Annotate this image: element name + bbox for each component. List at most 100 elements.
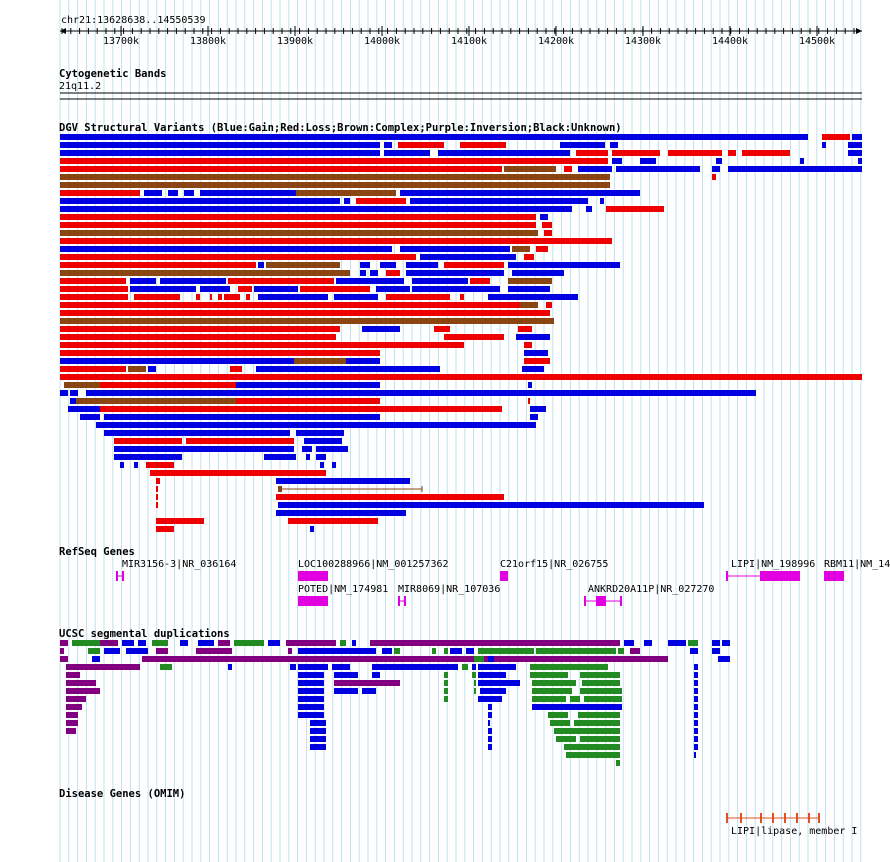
dgv-variant [316, 446, 348, 452]
segdup-block [288, 648, 292, 654]
segdup-block [432, 648, 436, 654]
dgv-variant [712, 166, 720, 172]
dgv-variant [742, 150, 790, 156]
dgv-variant [384, 150, 430, 156]
segdup-block [298, 696, 324, 702]
dgv-variant [380, 262, 396, 268]
dgv-variant [668, 150, 722, 156]
segdup-block [66, 664, 140, 670]
omim-gene-label-lipi[interactable]: LIPI|lipase, member I [731, 826, 858, 837]
segdup-block [444, 688, 448, 694]
gene-label-rbm11[interactable]: RBM11|NM_14 [824, 559, 890, 570]
segdup-block [310, 736, 326, 742]
segdup-block [566, 752, 620, 758]
dgv-variant [406, 262, 438, 268]
segdup-block [66, 704, 82, 710]
dgv-variant [336, 278, 404, 284]
dgv-variant [460, 294, 464, 300]
dgv-variant [586, 206, 592, 212]
segdup-block [548, 712, 568, 718]
segdup-block [474, 656, 484, 662]
dgv-variant [256, 366, 440, 372]
segdup-block [694, 720, 698, 726]
dgv-variant [434, 326, 450, 332]
segdup-block [474, 680, 476, 686]
segdup-block [286, 640, 336, 646]
segdup-block [532, 704, 622, 710]
omim-gene-exon [796, 813, 798, 823]
dgv-variant [60, 230, 538, 236]
gene-label-loc100288966[interactable]: LOC100288966|NM_001257362 [298, 559, 449, 570]
segdup-block [382, 648, 392, 654]
segdup-block [580, 688, 622, 694]
dgv-variant [300, 286, 370, 292]
segdup-block [624, 640, 634, 646]
dgv-variant [276, 478, 410, 484]
ruler-arrow-left [60, 28, 66, 34]
dgv-variant [60, 366, 126, 372]
segdup-block [298, 712, 324, 718]
segdup-block [66, 688, 100, 694]
segdup-block [60, 640, 68, 646]
ruler-tick-label: 14300k [625, 36, 661, 47]
dgv-variant [512, 270, 564, 276]
segdup-block [334, 688, 358, 694]
dgv-variant [516, 334, 550, 340]
dgv-variant [564, 166, 572, 172]
dgv-variant [230, 366, 242, 372]
dgv-variant [60, 238, 612, 244]
dgv-variant [612, 158, 622, 164]
gene-lipi-exons [760, 571, 800, 581]
gene-label-lipi[interactable]: LIPI|NM_198996 [731, 559, 816, 570]
omim-gene-exon [784, 813, 786, 823]
dgv-variant [302, 446, 312, 452]
segdup-block [616, 760, 620, 766]
dgv-variant [528, 382, 532, 388]
dgv-variant [576, 150, 608, 156]
gene-label-c21orf15[interactable]: C21orf15|NR_026755 [500, 559, 609, 570]
segdup-block [488, 720, 490, 726]
segdup-block [66, 696, 86, 702]
dgv-variant [332, 462, 336, 468]
omim-gene-exon [740, 813, 742, 823]
dgv-variant [376, 286, 410, 292]
dgv-variant [470, 278, 490, 284]
dgv-variant [488, 294, 578, 300]
segdup-block [472, 672, 476, 678]
segdup-block [444, 680, 448, 686]
dgv-variant [848, 142, 862, 148]
gene-label-mir3156[interactable]: MIR3156-3|NR_036164 [122, 559, 237, 570]
segdup-block [488, 712, 492, 718]
dgv-variant [60, 254, 416, 260]
dgv-variant [80, 414, 100, 420]
omim-gene-exon [772, 813, 774, 823]
gene-label-ankrd20a11p[interactable]: ANKRD20A11P|NR_027270 [588, 584, 715, 595]
gene-loc100288966-body [298, 571, 328, 581]
dgv-variant [60, 150, 380, 156]
segdup-block [564, 744, 620, 750]
dgv-variant [68, 406, 100, 412]
segdup-block [298, 688, 324, 694]
gene-label-poted[interactable]: POTED|NM_174981 [298, 584, 389, 595]
dgv-variant [536, 246, 548, 252]
dgv-variant [508, 278, 552, 284]
segdup-block [694, 728, 698, 734]
ruler-arrow-right [856, 28, 862, 34]
segdup-block [582, 680, 620, 686]
segdup-block [554, 728, 620, 734]
ruler-tick-label: 13900k [277, 36, 313, 47]
gene-label-mir8069[interactable]: MIR8069|NR_107036 [398, 584, 501, 595]
segdup-block [474, 688, 476, 694]
gene-ankrd20a11p-exon [620, 596, 622, 606]
segdup-block [478, 680, 520, 686]
dgv-variant [60, 182, 610, 188]
segdup-block [298, 648, 376, 654]
segdup-block [694, 664, 698, 670]
dgv-variant [294, 358, 346, 364]
dgv-variant [168, 190, 178, 196]
dgv-variant [60, 214, 536, 220]
segdup-block [630, 648, 640, 654]
omim-gene-exon [726, 813, 728, 823]
dgv-variant [716, 158, 722, 164]
